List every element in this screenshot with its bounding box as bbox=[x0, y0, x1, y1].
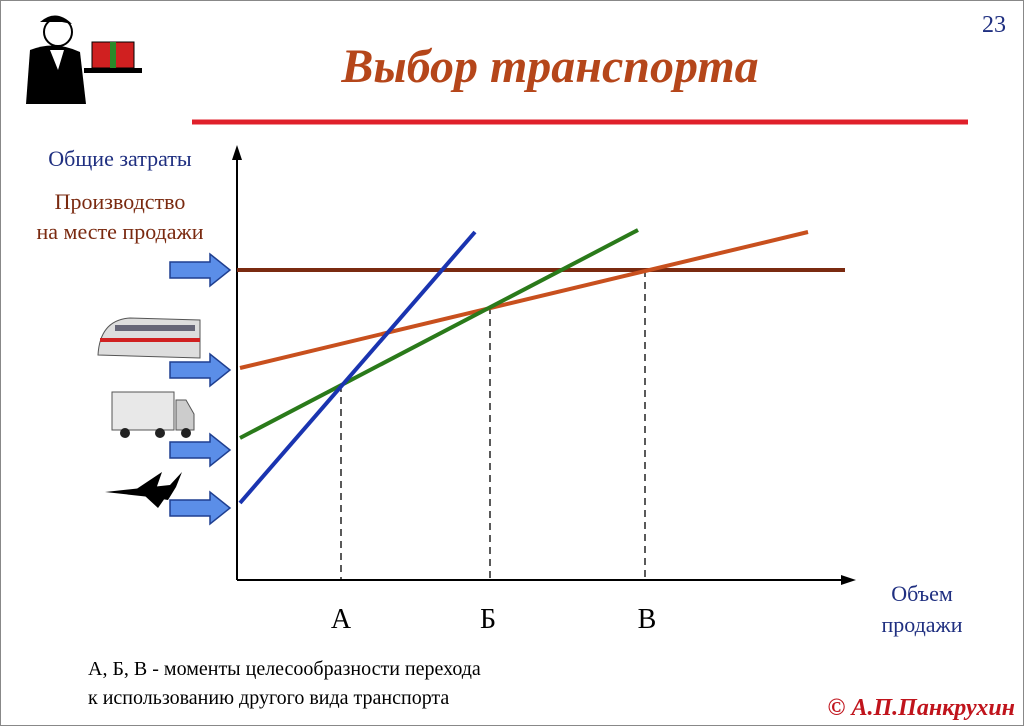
waiter-icon bbox=[26, 15, 142, 104]
air-line bbox=[238, 230, 477, 505]
rail-line bbox=[239, 230, 809, 370]
point-label: А bbox=[331, 604, 352, 635]
y-axis-label: Общие затраты bbox=[48, 146, 192, 171]
caption: А, Б, В - моменты целесообразности перех… bbox=[88, 658, 481, 680]
page-number: 23 bbox=[982, 12, 1006, 38]
axes bbox=[232, 145, 856, 585]
title: Выбор транспорта bbox=[340, 40, 758, 93]
point-label: Б bbox=[480, 604, 496, 635]
caption: к использованию другого вида транспорта bbox=[88, 687, 449, 709]
local-production-label: на месте продажи bbox=[37, 219, 204, 244]
local-production-label: Производство bbox=[55, 189, 186, 214]
x-axis-label: Объем bbox=[891, 581, 953, 606]
truck-icon bbox=[111, 391, 195, 438]
x-axis-label: продажи bbox=[881, 612, 962, 637]
truck-line bbox=[239, 228, 639, 440]
author: © А.П.Панкрухин bbox=[828, 695, 1015, 721]
drop-lines bbox=[340, 270, 646, 580]
plane-icon bbox=[105, 472, 182, 508]
train-icon bbox=[97, 317, 201, 359]
pointer-arrows bbox=[169, 252, 232, 526]
point-label: В bbox=[638, 604, 657, 635]
